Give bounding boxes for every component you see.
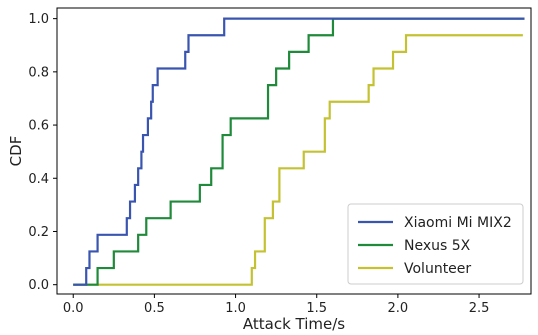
legend-label-nexus: Nexus 5X bbox=[404, 238, 471, 254]
series-line-volunteer bbox=[73, 34, 523, 286]
x-tick-label: 2.5 bbox=[469, 301, 490, 316]
legend: Xiaomi Mi MIX2 Nexus 5X Volunteer bbox=[347, 203, 524, 285]
y-tick-label: 0.8 bbox=[28, 65, 49, 80]
legend-frame bbox=[347, 203, 524, 285]
series-line-nexus-5x bbox=[73, 17, 525, 286]
x-tick-label: 2.0 bbox=[388, 301, 409, 316]
y-tick-label: 0.0 bbox=[28, 278, 49, 293]
y-axis-label: CDF bbox=[7, 136, 25, 167]
x-tick-label: 1.0 bbox=[225, 301, 246, 316]
x-axis-label: Attack Time/s bbox=[243, 315, 345, 333]
x-tick-label: 1.5 bbox=[306, 301, 327, 316]
x-tick-label: 0.5 bbox=[144, 301, 165, 316]
y-tick-label: 1.0 bbox=[28, 12, 49, 27]
ticks-layer: 0.0 0.5 1.0 1.5 2.0 2.5 0.0 0.2 0.4 0.6 0.8 1.0 bbox=[28, 12, 489, 316]
y-tick-label: 0.6 bbox=[28, 119, 49, 134]
plot-frame bbox=[56, 7, 532, 295]
series-layer bbox=[73, 17, 525, 286]
y-tick-label: 0.4 bbox=[28, 172, 49, 187]
series-line-xiaomi-mi-mix2 bbox=[73, 17, 525, 286]
legend-label-volunteer: Volunteer bbox=[404, 261, 471, 277]
legend-label-xiaomi: Xiaomi Mi MIX2 bbox=[404, 215, 512, 231]
y-tick-label: 0.2 bbox=[28, 225, 49, 240]
x-tick-label: 0.0 bbox=[63, 301, 84, 316]
